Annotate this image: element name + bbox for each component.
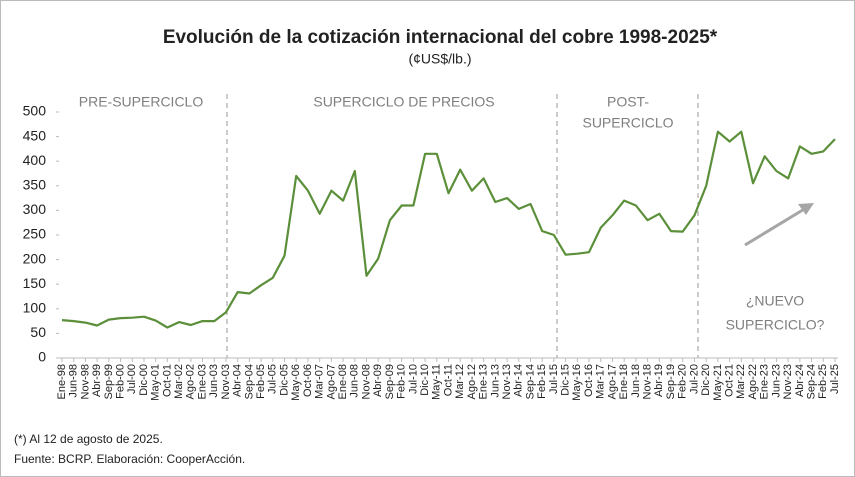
y-tick-label: 0 — [38, 349, 46, 365]
x-tick-label: Feb-05 — [255, 364, 267, 399]
x-tick-label: Mar-22 — [735, 364, 747, 399]
phase-label: POST- — [607, 94, 649, 110]
x-tick-label: Jul-25 — [829, 364, 841, 394]
x-tick-label: Ene-98 — [56, 364, 68, 399]
footnote: (*) Al 12 de agosto de 2025. — [14, 432, 163, 446]
x-tick-label: Jun-23 — [770, 364, 782, 398]
x-tick-label: Nov-03 — [220, 364, 232, 399]
x-tick-label: Jul-20 — [688, 364, 700, 394]
x-tick-label: Ene-08 — [337, 364, 349, 399]
x-tick-label: Nov-98 — [79, 364, 91, 399]
x-tick-label: Ene-03 — [196, 364, 208, 399]
x-tick-label: Nov-23 — [782, 364, 794, 399]
x-tick-label: Oct-06 — [302, 364, 314, 397]
y-tick-label: 350 — [23, 177, 47, 193]
y-tick-label: 450 — [23, 127, 47, 143]
x-tick-label: Abr-24 — [794, 364, 806, 397]
phase-label: ¿NUEVO — [746, 293, 804, 309]
x-tick-label: Mar-07 — [314, 364, 326, 399]
y-tick-label: 300 — [23, 201, 47, 217]
x-tick-label: Abr-09 — [372, 364, 384, 397]
x-tick-label: Sep-99 — [103, 364, 115, 399]
x-tick-label: Ago-07 — [325, 364, 337, 399]
y-tick-label: 150 — [23, 275, 47, 291]
x-tick-label: Abr-19 — [653, 364, 665, 397]
x-tick-label: Jul-00 — [126, 364, 138, 394]
x-tick-label: May-06 — [290, 364, 302, 401]
trend-arrow — [744, 206, 807, 247]
footnote: Fuente: BCRP. Elaboración: CooperAcción. — [14, 452, 245, 466]
x-tick-label: May-11 — [431, 364, 443, 400]
x-tick-label: May-16 — [571, 364, 583, 401]
x-tick-label: Oct-11 — [442, 364, 454, 396]
x-tick-label: Nov-18 — [642, 364, 654, 399]
x-tick-label: Mar-12 — [454, 364, 466, 399]
x-tick-label: Nov-13 — [501, 364, 513, 399]
x-tick-label: Sep-19 — [665, 364, 677, 399]
x-tick-label: May-01 — [150, 364, 162, 401]
x-tick-label: Nov-08 — [360, 364, 372, 399]
x-tick-label: Sep-14 — [524, 364, 536, 399]
x-tick-label: Jun-13 — [489, 364, 501, 398]
x-tick-label: Feb-25 — [817, 364, 829, 399]
x-tick-label: Ago-22 — [747, 364, 759, 399]
y-tick-label: 500 — [23, 103, 47, 119]
y-tick-label: 250 — [23, 226, 47, 242]
x-tick-label: Jun-98 — [68, 364, 80, 398]
y-tick-label: 200 — [23, 250, 47, 266]
chart-title: Evolución de la cotización internacional… — [163, 27, 718, 48]
phase-label: PRE-SUPERCICLO — [79, 94, 204, 110]
x-tick-label: Jul-10 — [407, 364, 419, 394]
x-tick-label: Feb-15 — [536, 364, 548, 399]
x-tick-label: Jun-18 — [630, 364, 642, 398]
x-tick-label: Dic-10 — [419, 364, 431, 396]
x-tick-label: Feb-00 — [114, 364, 126, 399]
x-tick-label: Ago-17 — [606, 364, 618, 399]
phase-label: SUPERCICLO DE PRECIOS — [313, 94, 494, 110]
x-tick-label: Sep-24 — [805, 364, 817, 399]
x-tick-label: Dic-00 — [138, 364, 150, 396]
y-tick-label: 50 — [30, 324, 46, 340]
x-tick-label: Jun-08 — [349, 364, 361, 398]
x-tick-label: Ago-02 — [185, 364, 197, 399]
x-tick-label: Mar-17 — [595, 364, 607, 399]
x-tick-label: Dic-20 — [700, 364, 712, 396]
x-tick-label: Oct-21 — [723, 364, 735, 397]
x-tick-label: Jul-05 — [267, 364, 279, 394]
phase-label: SUPERCICLO? — [726, 317, 825, 333]
x-tick-label: Oct-16 — [583, 364, 595, 397]
x-tick-label: Sep-09 — [384, 364, 396, 399]
x-tick-label: Dic-05 — [278, 364, 290, 396]
x-tick-label: Abr-99 — [91, 364, 103, 397]
y-tick-label: 100 — [23, 300, 47, 316]
y-tick-label: 400 — [23, 152, 47, 168]
x-tick-label: Jul-15 — [548, 364, 560, 394]
price-line — [61, 130, 836, 329]
x-tick-label: Abr-04 — [232, 364, 244, 397]
x-tick-label: Jun-03 — [208, 364, 220, 398]
x-tick-label: Mar-02 — [173, 364, 185, 399]
x-tick-label: Ene-23 — [759, 364, 771, 399]
chart-subtitle: (¢US$/lb.) — [408, 51, 471, 67]
trend-arrow-head — [798, 203, 814, 215]
x-tick-label: Dic-15 — [560, 364, 572, 396]
phase-label: SUPERCICLO — [582, 115, 673, 131]
x-tick-label: Abr-14 — [513, 364, 525, 397]
x-tick-label: Feb-20 — [677, 364, 689, 399]
x-tick-label: Feb-10 — [396, 364, 408, 399]
x-tick-label: Oct-01 — [161, 364, 173, 397]
x-tick-label: Ene-13 — [478, 364, 490, 399]
x-tick-label: May-21 — [712, 364, 724, 401]
x-tick-label: Sep-04 — [243, 364, 255, 399]
x-tick-label: Ago-12 — [466, 364, 478, 399]
x-tick-label: Ene-18 — [618, 364, 630, 399]
